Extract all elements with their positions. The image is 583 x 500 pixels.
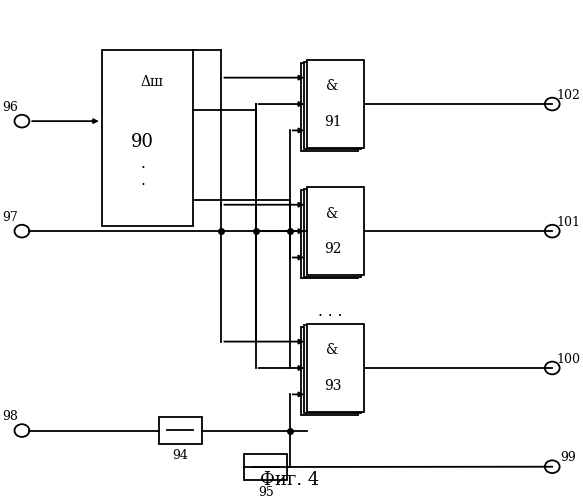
Text: 90: 90 [131,133,154,151]
Text: &: & [326,80,339,94]
Bar [307,324,364,412]
Bar [304,326,361,414]
Bar [307,60,364,148]
Text: 93: 93 [324,378,342,392]
Text: 94: 94 [172,450,188,462]
Bar [304,62,361,150]
Text: 101: 101 [556,216,580,229]
Bar [301,327,359,415]
Text: 97: 97 [3,211,19,224]
Bar [304,188,361,276]
Text: 102: 102 [556,88,580,102]
Text: 98: 98 [2,410,19,424]
Text: 96: 96 [2,101,19,114]
Text: . . .: . . . [318,304,342,320]
Bar [307,187,364,275]
Bar [159,417,202,444]
Text: Δш: Δш [141,75,163,89]
Bar [301,63,359,151]
Text: Фиг. 4: Фиг. 4 [260,470,319,488]
Text: 95: 95 [258,486,273,499]
Bar [301,190,359,278]
Text: ·
·: · · [141,161,145,193]
Bar [102,50,193,226]
Text: 91: 91 [324,114,342,128]
Text: 92: 92 [324,242,342,256]
Text: 100: 100 [556,352,580,366]
Text: 99: 99 [560,452,576,464]
Text: &: & [326,206,339,220]
Text: &: & [326,344,339,357]
Bar [244,454,287,480]
